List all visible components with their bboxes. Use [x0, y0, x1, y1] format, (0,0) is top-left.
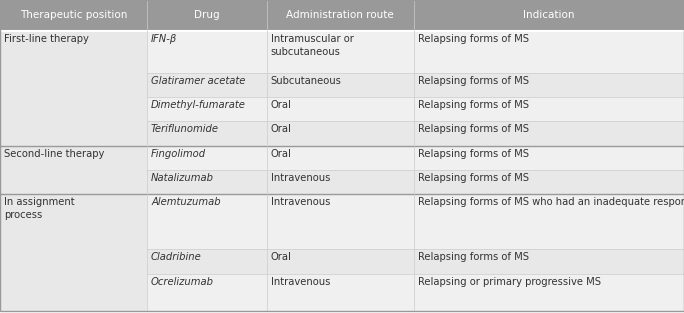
Text: Cladribine: Cladribine [151, 252, 202, 262]
Bar [147, 31, 267, 73]
Bar [147, 121, 267, 146]
Text: Relapsing forms of MS: Relapsing forms of MS [418, 252, 529, 262]
Bar [0, 249, 147, 274]
Text: Relapsing forms of MS: Relapsing forms of MS [418, 173, 529, 183]
Bar [414, 73, 684, 97]
Bar [0, 97, 147, 121]
Text: Relapsing forms of MS: Relapsing forms of MS [418, 34, 529, 44]
Bar [267, 249, 414, 274]
Text: Dimethyl-fumarate: Dimethyl-fumarate [151, 100, 246, 110]
Bar [147, 274, 267, 311]
Bar [267, 274, 414, 311]
Text: Natalizumab: Natalizumab [151, 173, 214, 183]
Bar [414, 274, 684, 311]
Bar [147, 249, 267, 274]
Text: Teriflunomide: Teriflunomide [151, 124, 219, 134]
Bar [0, 0, 147, 31]
Bar [267, 97, 414, 121]
Bar [147, 146, 267, 170]
Bar [0, 121, 147, 146]
Text: Indication: Indication [523, 10, 575, 20]
Bar [414, 146, 684, 170]
Bar [414, 97, 684, 121]
Bar [0, 146, 147, 170]
Bar [414, 121, 684, 146]
Text: Ocrelizumab: Ocrelizumab [151, 276, 214, 286]
Bar [414, 0, 684, 31]
Bar [267, 31, 414, 73]
Bar [147, 194, 267, 249]
Text: Intravenous: Intravenous [271, 197, 330, 207]
Bar [267, 73, 414, 97]
Bar [147, 73, 267, 97]
Text: IFN-β: IFN-β [151, 34, 177, 44]
Bar [0, 274, 147, 311]
Text: Glatiramer acetate: Glatiramer acetate [151, 76, 246, 86]
Text: Relapsing forms of MS: Relapsing forms of MS [418, 76, 529, 86]
Bar [267, 121, 414, 146]
Bar [147, 0, 267, 31]
Text: Administration route: Administration route [287, 10, 394, 20]
Text: Relapsing forms of MS who had an inadequate response to ≥2 previous DMTs: Relapsing forms of MS who had an inadequ… [418, 197, 684, 207]
Text: Therapeutic position: Therapeutic position [20, 10, 127, 20]
Text: Drug: Drug [194, 10, 220, 20]
Text: Intramuscular or
subcutaneous: Intramuscular or subcutaneous [271, 34, 354, 57]
Bar [0, 31, 147, 73]
Bar [0, 194, 147, 249]
Text: Second-line therapy: Second-line therapy [4, 149, 105, 159]
Text: Subcutaneous: Subcutaneous [271, 76, 341, 86]
Text: Oral: Oral [271, 252, 291, 262]
Bar [414, 194, 684, 249]
Bar [414, 31, 684, 73]
Text: Relapsing forms of MS: Relapsing forms of MS [418, 149, 529, 159]
Bar [267, 194, 414, 249]
Text: First-line therapy: First-line therapy [4, 34, 89, 44]
Text: Alemtuzumab: Alemtuzumab [151, 197, 221, 207]
Text: Relapsing or primary progressive MS: Relapsing or primary progressive MS [418, 276, 601, 286]
Bar [414, 249, 684, 274]
Text: Oral: Oral [271, 100, 291, 110]
Text: Intravenous: Intravenous [271, 173, 330, 183]
Text: Oral: Oral [271, 149, 291, 159]
Bar [267, 170, 414, 194]
Text: Relapsing forms of MS: Relapsing forms of MS [418, 100, 529, 110]
Bar [414, 170, 684, 194]
Bar [267, 0, 414, 31]
Bar [147, 97, 267, 121]
Text: Intravenous: Intravenous [271, 276, 330, 286]
Bar [147, 170, 267, 194]
Bar [0, 170, 147, 194]
Text: In assignment
process: In assignment process [4, 197, 75, 220]
Bar [267, 146, 414, 170]
Text: Oral: Oral [271, 124, 291, 134]
Bar [0, 73, 147, 97]
Text: Fingolimod: Fingolimod [151, 149, 206, 159]
Text: Relapsing forms of MS: Relapsing forms of MS [418, 124, 529, 134]
